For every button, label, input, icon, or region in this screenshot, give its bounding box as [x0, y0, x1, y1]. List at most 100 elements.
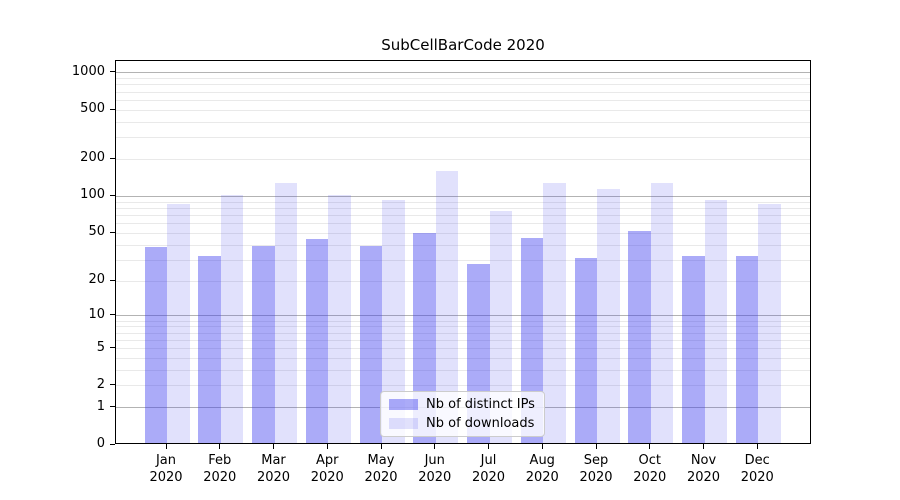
- x-tick-jun: [434, 444, 436, 449]
- bar-downloads-jan: [167, 203, 190, 443]
- bar-distinct-ips-oct: [628, 231, 651, 443]
- legend-swatch-downloads: [389, 418, 418, 429]
- x-tick-label-feb: Feb 2020: [203, 453, 237, 485]
- bar-distinct-ips-apr: [305, 239, 329, 443]
- x-tick-oct: [649, 444, 651, 449]
- bar-downloads-jun: [435, 171, 459, 443]
- gridline-minor-3: [116, 369, 810, 371]
- gridline-minor-20: [116, 280, 810, 282]
- x-tick-label-aug: Aug 2020: [525, 453, 559, 485]
- gridline-minor-30: [116, 259, 810, 261]
- gridline-minor-600: [116, 99, 810, 101]
- gridline-minor-5: [116, 348, 810, 349]
- x-tick-jan: [165, 444, 167, 449]
- x-tick-label-oct: Oct 2020: [633, 453, 667, 485]
- gridline-minor-4: [116, 357, 810, 359]
- y-tick-label-20: 20: [88, 272, 105, 288]
- bar-distinct-ips-nov: [682, 256, 705, 443]
- x-tick-mar: [273, 444, 274, 449]
- x-tick-label-dec: Dec 2020: [740, 453, 774, 485]
- x-tick-may: [380, 444, 382, 449]
- y-tick-200: [110, 157, 115, 159]
- bar-distinct-ips-dec: [735, 256, 759, 443]
- x-tick-dec: [756, 444, 758, 449]
- y-tick-5: [110, 347, 115, 348]
- y-tick-label-100: 100: [80, 187, 105, 203]
- gridline-major-1000: [116, 72, 810, 74]
- y-tick-1: [110, 406, 115, 408]
- y-tick-label-0: 0: [96, 436, 105, 451]
- x-tick-label-nov: Nov 2020: [686, 453, 721, 485]
- bar-downloads-aug: [543, 183, 566, 443]
- plot-area: [115, 60, 811, 444]
- x-tick-label-sep: Sep 2020: [579, 453, 613, 485]
- x-tick-label-apr: Apr 2020: [310, 453, 344, 485]
- legend: Nb of distinct IPs Nb of downloads: [380, 391, 545, 437]
- gridline-minor-90: [116, 201, 810, 203]
- x-tick-label-may: May 2020: [364, 453, 398, 485]
- x-tick-sep: [595, 444, 597, 449]
- gridline-minor-400: [116, 121, 810, 123]
- x-tick-jul: [488, 444, 489, 449]
- x-tick-label-jul: Jul 2020: [471, 453, 506, 485]
- y-tick-label-1000: 1000: [71, 63, 105, 79]
- gridline-minor-80: [116, 207, 810, 209]
- bar-downloads-sep: [597, 188, 620, 443]
- x-tick-label-jan: Jan 2020: [149, 453, 183, 485]
- y-tick-label-200: 200: [80, 150, 105, 166]
- y-tick-50: [110, 231, 115, 233]
- bar-distinct-ips-sep: [574, 258, 597, 443]
- y-tick-1000: [110, 71, 115, 73]
- chart-title: SubCellBarCode 2020: [381, 36, 545, 54]
- legend-label-downloads: Nb of downloads: [426, 416, 535, 431]
- bar-distinct-ips-feb: [198, 256, 221, 443]
- gridline-minor-7: [116, 332, 810, 334]
- y-tick-label-1: 1: [96, 398, 105, 414]
- x-tick-label-jun: Jun 2020: [418, 453, 452, 485]
- x-tick-label-mar: Mar 2020: [256, 453, 291, 485]
- gridline-minor-60: [116, 223, 810, 225]
- gridline-minor-300: [116, 137, 810, 139]
- y-tick-0: [110, 443, 115, 445]
- legend-item-downloads: Nb of downloads: [387, 416, 538, 431]
- y-tick-label-2: 2: [96, 376, 105, 392]
- bar-distinct-ips-jun: [413, 233, 436, 443]
- gridline-minor-2: [116, 385, 810, 387]
- gridline-minor-70: [116, 214, 810, 216]
- gridline-minor-40: [116, 244, 810, 246]
- y-tick-2: [110, 384, 115, 386]
- bar-downloads-mar: [274, 183, 297, 443]
- y-tick-label-500: 500: [80, 101, 105, 117]
- gridline-minor-6: [116, 339, 810, 341]
- legend-item-distinct-ips: Nb of distinct IPs: [387, 397, 538, 412]
- bar-downloads-may: [382, 199, 405, 443]
- y-tick-10: [110, 314, 115, 316]
- bar-distinct-ips-may: [359, 245, 382, 443]
- gridline-major-10: [116, 315, 810, 317]
- bar-downloads-apr: [328, 194, 351, 443]
- bar-downloads-nov: [704, 199, 727, 443]
- legend-label-distinct-ips: Nb of distinct IPs: [426, 397, 535, 412]
- x-tick-feb: [219, 444, 221, 449]
- gridline-minor-200: [116, 158, 810, 160]
- y-tick-20: [110, 279, 115, 281]
- bar-downloads-feb: [220, 194, 244, 443]
- bar-downloads-oct: [650, 183, 674, 443]
- legend-swatch-distinct-ips: [389, 399, 418, 410]
- gridline-minor-9: [116, 320, 810, 322]
- y-tick-label-50: 50: [88, 224, 105, 240]
- x-tick-aug: [541, 444, 543, 449]
- y-tick-label-5: 5: [96, 339, 105, 355]
- bar-distinct-ips-jan: [144, 247, 167, 443]
- gridline-minor-900: [116, 78, 810, 80]
- gridline-minor-50: [116, 232, 810, 234]
- y-tick-500: [110, 108, 115, 110]
- gridline-minor-8: [116, 326, 810, 328]
- gridline-minor-800: [116, 84, 810, 86]
- gridline-minor-500: [116, 109, 810, 111]
- x-tick-apr: [326, 444, 328, 449]
- bar-downloads-jul: [489, 210, 512, 443]
- bar-downloads-dec: [758, 204, 781, 443]
- y-tick-label-10: 10: [88, 306, 105, 322]
